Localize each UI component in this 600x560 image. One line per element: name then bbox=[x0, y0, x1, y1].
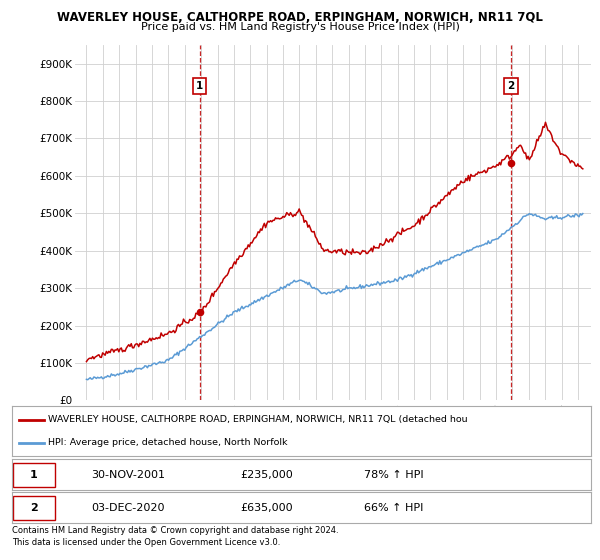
Text: 1: 1 bbox=[30, 470, 38, 479]
FancyBboxPatch shape bbox=[13, 463, 55, 487]
Point bbox=[506, 158, 516, 167]
Text: Contains HM Land Registry data © Crown copyright and database right 2024.: Contains HM Land Registry data © Crown c… bbox=[12, 526, 338, 535]
Text: 2: 2 bbox=[508, 81, 515, 91]
Text: This data is licensed under the Open Government Licence v3.0.: This data is licensed under the Open Gov… bbox=[12, 538, 280, 547]
Text: £635,000: £635,000 bbox=[241, 503, 293, 512]
Text: 03-DEC-2020: 03-DEC-2020 bbox=[91, 503, 164, 512]
FancyBboxPatch shape bbox=[13, 496, 55, 520]
Text: £235,000: £235,000 bbox=[241, 470, 293, 479]
Text: 2: 2 bbox=[30, 503, 38, 512]
Text: 78% ↑ HPI: 78% ↑ HPI bbox=[364, 470, 424, 479]
Text: HPI: Average price, detached house, North Norfolk: HPI: Average price, detached house, Nort… bbox=[49, 438, 288, 447]
Text: WAVERLEY HOUSE, CALTHORPE ROAD, ERPINGHAM, NORWICH, NR11 7QL: WAVERLEY HOUSE, CALTHORPE ROAD, ERPINGHA… bbox=[57, 11, 543, 24]
Text: 1: 1 bbox=[196, 81, 203, 91]
Text: 66% ↑ HPI: 66% ↑ HPI bbox=[364, 503, 424, 512]
Text: Price paid vs. HM Land Registry's House Price Index (HPI): Price paid vs. HM Land Registry's House … bbox=[140, 22, 460, 32]
Text: WAVERLEY HOUSE, CALTHORPE ROAD, ERPINGHAM, NORWICH, NR11 7QL (detached hou: WAVERLEY HOUSE, CALTHORPE ROAD, ERPINGHA… bbox=[49, 415, 468, 424]
Text: 30-NOV-2001: 30-NOV-2001 bbox=[91, 470, 165, 479]
Point bbox=[195, 308, 205, 317]
